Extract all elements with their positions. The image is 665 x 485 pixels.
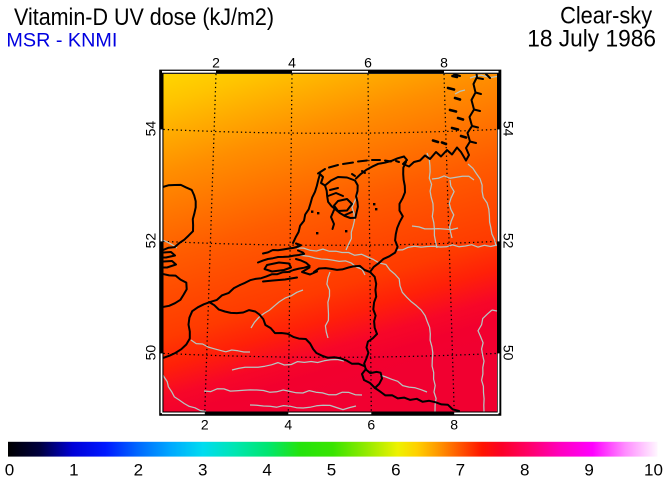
svg-text:6: 6 bbox=[364, 55, 372, 71]
svg-text:8: 8 bbox=[450, 417, 458, 433]
svg-text:52: 52 bbox=[501, 233, 517, 249]
svg-text:50: 50 bbox=[501, 345, 517, 361]
svg-text:7: 7 bbox=[456, 460, 465, 479]
svg-text:MSR - KNMI: MSR - KNMI bbox=[6, 31, 117, 52]
svg-text:10: 10 bbox=[644, 460, 663, 479]
svg-text:4: 4 bbox=[262, 460, 271, 479]
svg-text:54: 54 bbox=[501, 121, 517, 137]
svg-text:2: 2 bbox=[201, 417, 209, 433]
svg-text:50: 50 bbox=[142, 345, 158, 361]
svg-text:8: 8 bbox=[520, 460, 529, 479]
svg-text:52: 52 bbox=[142, 233, 158, 249]
svg-text:Vitamin-D UV dose (kJ/m2): Vitamin-D UV dose (kJ/m2) bbox=[14, 4, 274, 31]
svg-text:6: 6 bbox=[391, 460, 400, 479]
svg-text:2: 2 bbox=[212, 55, 220, 71]
svg-text:1: 1 bbox=[69, 460, 78, 479]
svg-text:18 July 1986: 18 July 1986 bbox=[527, 26, 656, 53]
svg-text:3: 3 bbox=[198, 460, 207, 479]
svg-text:6: 6 bbox=[367, 417, 375, 433]
svg-text:Clear-sky: Clear-sky bbox=[560, 2, 652, 29]
svg-text:4: 4 bbox=[288, 55, 296, 71]
svg-text:2: 2 bbox=[134, 460, 143, 479]
svg-text:0: 0 bbox=[5, 460, 14, 479]
svg-text:9: 9 bbox=[584, 460, 593, 479]
svg-text:8: 8 bbox=[440, 55, 448, 71]
svg-text:4: 4 bbox=[284, 417, 292, 433]
svg-text:54: 54 bbox=[142, 121, 158, 137]
svg-text:5: 5 bbox=[327, 460, 336, 479]
